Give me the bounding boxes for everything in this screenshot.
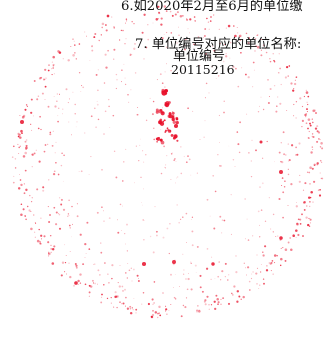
unit-number-value: 20115216 [171,62,235,77]
item-7-text: 7. 单位编号对应的单位名称: [135,37,302,52]
item-6-text: 6.如2020年2月至6月的单位缴 [121,0,303,14]
unit-number-label: 单位编号 [173,49,226,64]
